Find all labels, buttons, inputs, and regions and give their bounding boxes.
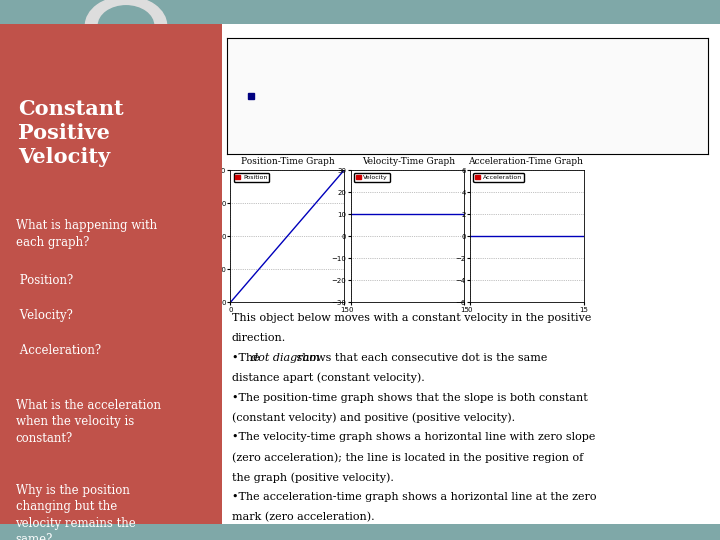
Legend: Acceleration: Acceleration xyxy=(473,173,523,183)
Text: •The acceleration-time graph shows a horizontal line at the zero: •The acceleration-time graph shows a hor… xyxy=(232,492,596,502)
Text: •The position-time graph shows that the slope is both constant: •The position-time graph shows that the … xyxy=(232,393,588,403)
Text: Why is the position
changing but the
velocity remains the
same?: Why is the position changing but the vel… xyxy=(16,484,136,540)
Text: Position-Time Graph: Position-Time Graph xyxy=(241,158,335,166)
Text: Velocity-Time Graph: Velocity-Time Graph xyxy=(361,158,455,166)
Text: •The velocity-time graph shows a horizontal line with zero slope: •The velocity-time graph shows a horizon… xyxy=(232,433,595,442)
Legend: Position: Position xyxy=(233,173,269,183)
Circle shape xyxy=(86,0,166,55)
Circle shape xyxy=(99,6,153,45)
Text: This object below moves with a constant velocity in the positive: This object below moves with a constant … xyxy=(232,313,591,323)
Legend: Velocity: Velocity xyxy=(354,173,390,183)
Text: Acceleration?: Acceleration? xyxy=(16,344,101,357)
Text: dot diagram: dot diagram xyxy=(251,353,320,363)
Text: What is the acceleration
when the velocity is
constant?: What is the acceleration when the veloci… xyxy=(16,399,161,445)
Text: •The: •The xyxy=(232,353,263,363)
Text: Position?: Position? xyxy=(16,274,73,287)
Text: distance apart (constant velocity).: distance apart (constant velocity). xyxy=(232,373,424,383)
Text: Velocity?: Velocity? xyxy=(16,309,73,322)
Text: mark (zero acceleration).: mark (zero acceleration). xyxy=(232,512,374,522)
Text: (zero acceleration); the line is located in the positive region of: (zero acceleration); the line is located… xyxy=(232,453,583,463)
Text: (constant velocity) and positive (positive velocity).: (constant velocity) and positive (positi… xyxy=(232,413,515,423)
Text: shows that each consecutive dot is the same: shows that each consecutive dot is the s… xyxy=(293,353,547,363)
Text: Constant
Positive
Velocity: Constant Positive Velocity xyxy=(18,99,123,167)
Text: the graph (positive velocity).: the graph (positive velocity). xyxy=(232,472,394,483)
Text: What is happening with
each graph?: What is happening with each graph? xyxy=(16,219,157,248)
Text: direction.: direction. xyxy=(232,333,286,343)
Text: Acceleration-Time Graph: Acceleration-Time Graph xyxy=(468,158,583,166)
